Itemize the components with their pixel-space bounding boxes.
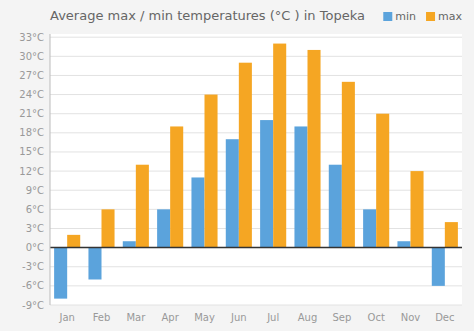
bar <box>260 120 273 248</box>
bar <box>445 222 458 248</box>
y-tick-label: -6°C <box>22 280 44 291</box>
grid-line <box>50 190 462 191</box>
grid-line <box>50 171 462 172</box>
x-tick-label: May <box>194 312 215 323</box>
grid-line <box>50 247 462 248</box>
x-tick-label: Dec <box>435 312 454 323</box>
grid-line <box>50 266 462 267</box>
y-tick-label: 24°C <box>19 89 44 100</box>
grid-line <box>50 94 462 95</box>
legend-label: min <box>395 10 416 23</box>
bar <box>54 248 67 299</box>
background <box>0 0 474 331</box>
y-tick-label: 21°C <box>19 108 44 119</box>
y-tick-label: 6°C <box>26 204 44 215</box>
grid-line <box>50 132 462 133</box>
bars <box>54 44 458 299</box>
x-tick-label: Mar <box>126 312 146 323</box>
x-tick-label: Nov <box>401 312 421 323</box>
bar <box>170 126 183 247</box>
bar <box>67 235 80 248</box>
bar <box>136 165 149 248</box>
bar <box>226 139 239 247</box>
y-tick-label: 0°C <box>26 242 44 253</box>
y-tick-label: 15°C <box>19 146 44 157</box>
bar <box>239 63 252 248</box>
y-tick-label: -9°C <box>22 300 44 311</box>
grid-line <box>50 37 462 38</box>
y-tick-label: 18°C <box>19 127 44 138</box>
bar <box>88 248 101 280</box>
chart: -9°C -6°C -3°C 0°C 3°C 6°C 9°C 12°C 15°C 18°C 21°C… <box>0 0 474 331</box>
bar <box>157 209 170 247</box>
x-tick-label: Aug <box>298 312 318 323</box>
grid-line <box>50 151 462 152</box>
bar <box>376 114 389 248</box>
x-tick-label: Jul <box>266 312 279 323</box>
bar <box>273 44 286 248</box>
grid-line <box>50 113 462 114</box>
legend: min max <box>383 10 462 23</box>
x-tick-label: Sep <box>332 312 351 323</box>
x-tick-label: Oct <box>368 312 385 323</box>
x-tick-label: Jun <box>230 312 247 323</box>
y-tick-label: 30°C <box>19 51 44 62</box>
bar <box>294 126 307 247</box>
grid-line <box>50 75 462 76</box>
bar <box>342 82 355 248</box>
y-tick-label: 12°C <box>19 166 44 177</box>
zero-line <box>50 247 462 249</box>
y-tick-label: 33°C <box>19 32 44 43</box>
bar <box>432 248 445 286</box>
y-axis-line <box>50 34 51 305</box>
bar <box>205 95 218 248</box>
x-tick-label: Feb <box>93 312 111 323</box>
grid-line <box>50 56 462 57</box>
legend-swatch <box>426 12 435 21</box>
grid-line <box>50 285 462 286</box>
y-tick-label: -3°C <box>22 261 44 272</box>
bar <box>329 165 342 248</box>
title: Average max / min temperatures (°C ) in … <box>50 8 365 23</box>
legend-label: max <box>438 10 462 23</box>
bar <box>397 241 410 247</box>
grid-line <box>50 305 462 306</box>
y-tick-label: 27°C <box>19 70 44 81</box>
bar <box>123 241 136 247</box>
x-tick-label: Apr <box>162 312 180 323</box>
plot-area <box>50 34 462 305</box>
legend-swatch <box>383 12 392 21</box>
bar <box>191 177 204 247</box>
y-tick-label: 9°C <box>26 185 44 196</box>
bar <box>411 171 424 248</box>
y-tick-label: 3°C <box>26 223 44 234</box>
bar <box>363 209 376 247</box>
bar <box>102 209 115 247</box>
x-tick-label: Jan <box>58 312 74 323</box>
bar <box>308 50 321 248</box>
